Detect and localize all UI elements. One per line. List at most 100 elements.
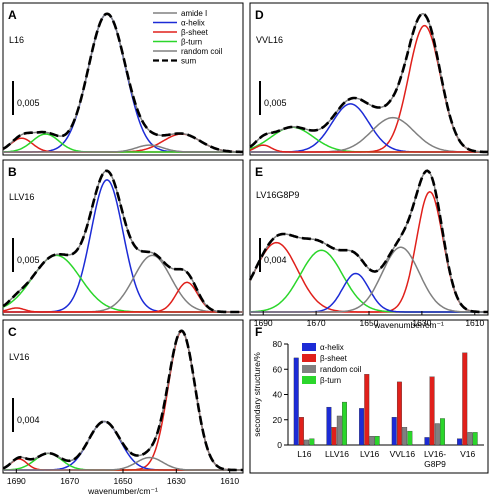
sum-line-A — [2, 12, 243, 154]
panel-letter-C: C — [8, 325, 17, 339]
x-tick-label-C-2: 1650 — [114, 476, 133, 486]
sample-label-C: LV16 — [9, 352, 29, 362]
bar-0-0 — [293, 357, 299, 446]
bar-4-0 — [424, 437, 430, 446]
sum-line-C — [2, 329, 243, 472]
panel-B: B LLV16 0,005 — [2, 159, 244, 316]
bar-2-2 — [369, 436, 375, 446]
sample-label-B: LLV16 — [9, 192, 34, 202]
category-label-5: V16 — [460, 449, 475, 459]
amide-line-D — [249, 13, 489, 153]
band-E-4 — [250, 246, 488, 313]
panel-letter-E: E — [255, 165, 263, 179]
x-tick-label-C-4: 1610 — [220, 476, 239, 486]
band-B-0 — [3, 179, 243, 313]
panel-letter-A: A — [8, 8, 17, 22]
bar-0-2 — [304, 439, 310, 446]
legend-swatch-F-1 — [302, 354, 316, 362]
x-tick-label-E-3: 1630 — [412, 318, 431, 328]
x-tick-label-C-1: 1670 — [60, 476, 79, 486]
band-E-0 — [250, 191, 488, 313]
category-label-4: LV16- — [424, 449, 446, 459]
y-axis-label-F: secondary structure/% — [252, 352, 262, 437]
legend-label-F-1: β-sheet — [320, 354, 348, 363]
panel-letter-F: F — [255, 325, 262, 339]
bar-4-1 — [429, 376, 435, 446]
band-A-3 — [3, 133, 243, 153]
x-tick-label-C-3: 1630 — [167, 476, 186, 486]
bar-3-3 — [407, 430, 413, 446]
legend-swatch-F-3 — [302, 376, 316, 384]
sample-label-D: VVL16 — [256, 35, 283, 45]
legend-label-2: β-sheet — [181, 28, 209, 37]
bar-4-3 — [440, 418, 445, 446]
bar-2-3 — [374, 436, 380, 446]
y-tick-label-F-0: 0 — [277, 440, 282, 450]
panel-E: E LV16G8P9 0,004 1690 1670 1650 1630 1610 wavenu… — [248, 159, 489, 330]
x-axis-label-E: wavenumber/cm⁻¹ — [373, 320, 444, 330]
bar-4-2 — [434, 423, 440, 446]
x-tick-label-E-4: 1610 — [465, 318, 484, 328]
category-label-3: VVL16 — [390, 449, 416, 459]
band-E-1 — [249, 241, 488, 313]
band-D-4 — [249, 144, 488, 153]
legend-label-0: amide I — [181, 9, 207, 18]
panel-frame-A — [2, 2, 244, 156]
category-label-4-b: G8P9 — [424, 459, 446, 469]
bar-1-1 — [331, 427, 337, 446]
x-tick-label-E-0: 1690 — [254, 318, 273, 328]
legend-label-F-3: β-turn — [320, 376, 341, 385]
legend-label-1: α-helix — [181, 19, 205, 28]
sum-line-B — [2, 169, 243, 314]
legend-label-4: random coil — [181, 47, 223, 56]
bar-0-3 — [309, 438, 315, 446]
bar-1-3 — [342, 401, 347, 446]
category-label-1: LLV16 — [325, 449, 349, 459]
x-axis-label-C: wavenumber/cm⁻¹ — [87, 486, 158, 496]
legend-swatch-F-0 — [302, 343, 316, 351]
panel-frame-E — [249, 159, 489, 316]
panel-letter-D: D — [255, 8, 264, 22]
scale-bar-label-E: 0,004 — [264, 255, 287, 265]
bar-5-2 — [467, 432, 473, 446]
x-tick-label-E-1: 1670 — [307, 318, 326, 328]
amide-line-B — [2, 170, 243, 313]
band-D-2 — [249, 126, 488, 153]
x-tick-label-C-0: 1690 — [7, 476, 26, 486]
bar-5-0 — [457, 438, 463, 446]
y-tick-label-F-2: 40 — [273, 390, 283, 400]
bar-2-0 — [359, 408, 365, 446]
band-B-4 — [2, 307, 243, 313]
sum-line-D — [249, 12, 489, 154]
sample-label-A: L16 — [9, 35, 24, 45]
legend-label-5: sum — [181, 57, 196, 66]
band-C-4 — [3, 456, 243, 471]
bar-5-1 — [462, 352, 468, 446]
y-tick-label-F-4: 80 — [273, 339, 283, 349]
bar-5-3 — [472, 432, 478, 446]
band-A-4 — [3, 144, 243, 153]
bar-2-1 — [364, 374, 370, 446]
panel-C: C LV16 0,004 1690 1670 1650 1630 1610 wavenumber… — [2, 319, 244, 496]
scale-bar-label-B: 0,005 — [17, 255, 40, 265]
bar-1-0 — [326, 406, 332, 446]
legend-swatch-F-2 — [302, 365, 316, 373]
panel-D: D VVL16 0,005 — [249, 2, 489, 156]
scale-bar-label-A: 0,005 — [17, 98, 40, 108]
legend-label-F-0: α-helix — [320, 343, 344, 352]
sum-line-E — [248, 169, 488, 314]
y-tick-label-F-3: 60 — [273, 364, 283, 374]
panel-F: F 0 20 40 60 80 secondary structure/% L16 LLV16 L… — [249, 319, 489, 474]
x-tick-label-E-2: 1650 — [360, 318, 379, 328]
scale-bar-label-D: 0,005 — [264, 98, 287, 108]
bar-3-2 — [402, 427, 408, 446]
category-label-2: LV16 — [360, 449, 379, 459]
panel-frame-D — [249, 2, 489, 156]
legend-label-3: β-turn — [181, 38, 202, 47]
panel-frame-B — [2, 159, 244, 316]
panel-letter-B: B — [8, 165, 17, 179]
legend-label-F-2: random coil — [320, 365, 362, 374]
y-tick-label-F-1: 20 — [273, 415, 283, 425]
